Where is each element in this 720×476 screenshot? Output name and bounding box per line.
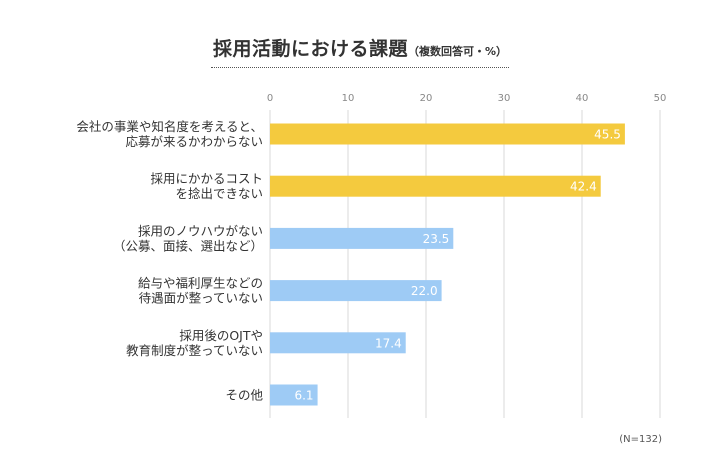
x-tick-label: 40 xyxy=(576,93,589,104)
data-label: 42.4 xyxy=(570,180,597,194)
bar xyxy=(270,227,454,249)
bar xyxy=(270,123,625,145)
title-underline xyxy=(211,67,509,68)
category-label: 会社の事業や知名度を考えると、応募が来るかわからない xyxy=(76,119,263,149)
bar xyxy=(270,175,601,197)
x-tick-label: 0 xyxy=(267,93,273,104)
data-label: 45.5 xyxy=(594,128,621,142)
x-tick-label: 30 xyxy=(498,93,511,104)
x-tick-label: 50 xyxy=(654,93,667,104)
chart-title-block: 採用活動における課題（複数回答可・%） xyxy=(0,34,720,61)
chart-subtitle: （複数回答可・%） xyxy=(407,45,508,58)
category-label: 採用後のOJTや教育制度が整っていない xyxy=(126,328,263,358)
bar xyxy=(270,332,406,354)
category-label: 採用のノウハウがない（公募、面接、選出など） xyxy=(113,223,263,253)
bar xyxy=(270,280,442,302)
data-label: 17.4 xyxy=(375,336,402,350)
data-label: 23.5 xyxy=(423,232,450,246)
chart-title: 採用活動における課題 xyxy=(212,38,408,60)
bar xyxy=(270,384,318,406)
sample-size-note: (N=132) xyxy=(619,434,662,445)
category-label: 給与や福利厚生などの待遇面が整っていない xyxy=(138,276,263,306)
x-tick-label: 10 xyxy=(342,93,355,104)
data-label: 6.1 xyxy=(294,389,313,403)
category-label: 採用にかかるコストを捻出できない xyxy=(150,171,263,201)
category-label: その他 xyxy=(225,388,263,403)
x-tick-label: 20 xyxy=(420,93,433,104)
data-label: 22.0 xyxy=(411,284,438,298)
